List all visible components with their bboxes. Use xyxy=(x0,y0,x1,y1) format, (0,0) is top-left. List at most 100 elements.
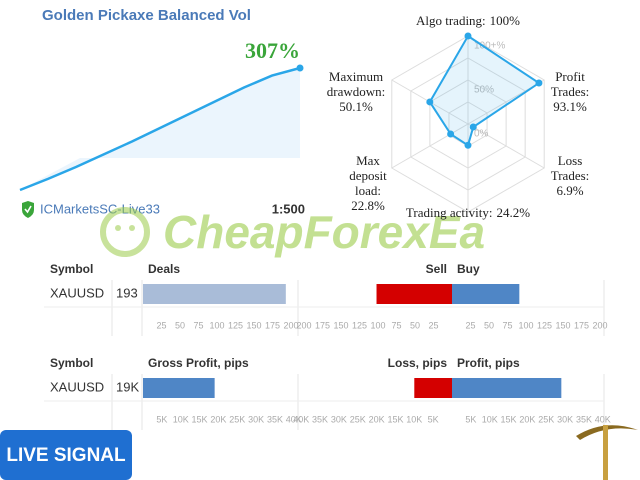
header-total: Deals xyxy=(148,262,180,276)
tick-label: 50 xyxy=(410,320,420,330)
tick-label: 150 xyxy=(555,320,570,330)
tick-label: 5K xyxy=(428,414,439,424)
pickaxe-icon xyxy=(576,425,638,480)
header-symbol: Symbol xyxy=(50,356,93,370)
radar-tick: 100+% xyxy=(474,41,506,52)
radar-point xyxy=(426,98,434,106)
growth-end xyxy=(296,64,304,72)
header-right: Buy xyxy=(457,262,480,276)
watermark-logo xyxy=(100,207,150,257)
radar-point xyxy=(447,130,455,138)
radar-label-name: Algo trading: xyxy=(416,13,486,28)
leverage: 1:500 xyxy=(272,201,305,216)
radar-value: 50.1% xyxy=(339,99,373,114)
tick-label: 30K xyxy=(331,414,347,424)
left-bar xyxy=(376,284,452,304)
radar-tick: 50% xyxy=(474,85,494,96)
tick-label: 30K xyxy=(248,414,264,424)
tick-label: 25K xyxy=(229,414,245,424)
radar-label-value: 24.2% xyxy=(496,205,530,220)
tick-label: 15K xyxy=(387,414,403,424)
tick-label: 175 xyxy=(315,320,330,330)
tick-label: 50 xyxy=(175,320,185,330)
tick-label: 200 xyxy=(283,320,298,330)
tick-label: 40K xyxy=(286,414,302,424)
tick-label: 150 xyxy=(246,320,261,330)
tick-label: 30K xyxy=(557,414,573,424)
badge: LIVE SIGNAL xyxy=(6,445,126,466)
total: 19K xyxy=(116,379,139,394)
radar-label: Algo trading: 100% xyxy=(416,13,520,28)
header-left: Loss, pips xyxy=(388,356,448,370)
header-left: Sell xyxy=(426,262,447,276)
header-right: Profit, pips xyxy=(457,356,520,370)
radar-spoke xyxy=(467,123,545,169)
tick-label: 25K xyxy=(538,414,554,424)
tick-label: 125 xyxy=(352,320,367,330)
tick-label: 100 xyxy=(518,320,533,330)
tick-label: 125 xyxy=(228,320,243,330)
radar-label: Profit xyxy=(555,69,585,84)
radar-point xyxy=(464,141,472,149)
radar-spoke xyxy=(391,123,469,169)
tick-label: 40K xyxy=(293,414,309,424)
right-bar xyxy=(452,284,520,304)
badge-bg xyxy=(0,430,132,480)
header-symbol: Symbol xyxy=(50,262,93,276)
radar-value: 93.1% xyxy=(553,99,587,114)
radar-label: drawdown: xyxy=(327,84,386,99)
radar-label: Trading activity: 24.2% xyxy=(406,205,530,220)
header-total: Gross Profit, pips xyxy=(148,356,249,370)
tick-label: 125 xyxy=(537,320,552,330)
total: 193 xyxy=(116,285,138,300)
tick-label: 200 xyxy=(296,320,311,330)
tick-label: 35K xyxy=(312,414,328,424)
right-bar xyxy=(452,378,562,398)
signal-title: Golden Pickaxe Balanced Vol xyxy=(42,7,251,24)
tick-label: 20K xyxy=(369,414,385,424)
radar-value: 6.9% xyxy=(556,183,583,198)
radar-label: deposit xyxy=(349,168,387,183)
tick-label: 20K xyxy=(210,414,226,424)
radar-tick: 0% xyxy=(474,129,489,140)
radar-label: Loss xyxy=(558,153,583,168)
tick-label: 75 xyxy=(193,320,203,330)
growth-line xyxy=(19,66,301,192)
radar-label: Max xyxy=(356,153,380,168)
radar-point xyxy=(464,32,472,40)
tick-label: 15K xyxy=(501,414,517,424)
symbol: XAUUSD xyxy=(50,379,104,394)
tick-label: 20K xyxy=(519,414,535,424)
radar-label: Trades: xyxy=(551,168,590,183)
radar-point xyxy=(535,79,543,87)
tick-label: 10K xyxy=(406,414,422,424)
total-bar xyxy=(143,378,215,398)
tick-label: 25 xyxy=(156,320,166,330)
radar-label: Maximum xyxy=(329,69,383,84)
radar-point xyxy=(469,123,477,131)
left-bar xyxy=(414,378,452,398)
tick-label: 75 xyxy=(502,320,512,330)
radar-value: 22.8% xyxy=(351,198,385,213)
tick-label: 40K xyxy=(595,414,611,424)
tick-label: 175 xyxy=(265,320,280,330)
tick-label: 35K xyxy=(267,414,283,424)
total-bar xyxy=(143,284,286,304)
tick-label: 15K xyxy=(192,414,208,424)
tick-label: 50 xyxy=(484,320,494,330)
radar-label: Trades: xyxy=(551,84,590,99)
watermark: CheapForexEa xyxy=(163,206,485,258)
tick-label: 5K xyxy=(465,414,476,424)
tick-label: 100 xyxy=(370,320,385,330)
radar-label: load: xyxy=(355,183,381,198)
tick-label: 25K xyxy=(350,414,366,424)
tick-label: 5K xyxy=(156,414,167,424)
tick-label: 25 xyxy=(465,320,475,330)
radar-label-name: Trading activity: xyxy=(406,205,493,220)
verified-icon xyxy=(22,201,34,218)
tables: Symbol Deals Sell Buy XAUUSD 193 25 25 25 50 50 50 7… xyxy=(44,262,611,430)
tick-label: 150 xyxy=(333,320,348,330)
tick-label: 200 xyxy=(592,320,607,330)
tick-label: 175 xyxy=(574,320,589,330)
